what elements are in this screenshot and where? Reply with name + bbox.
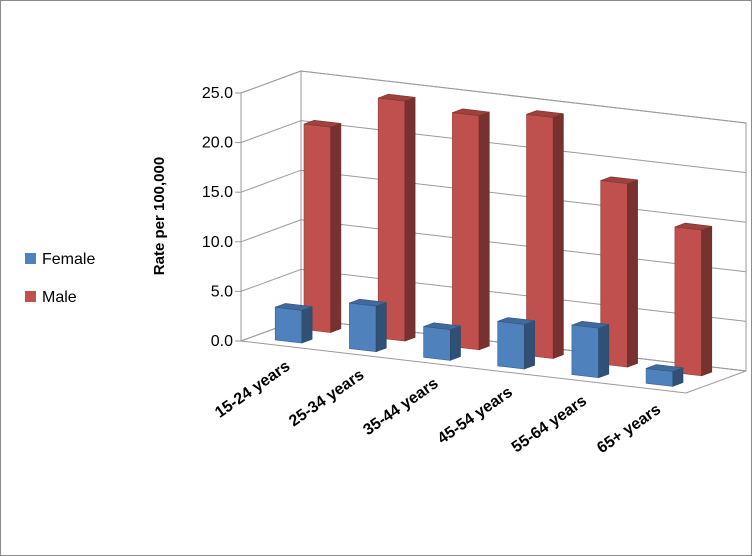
bar-female-6 [645, 364, 684, 387]
gridline [240, 169, 747, 223]
x-tick-label: 15-24 years [212, 358, 293, 422]
y-tick-label: 0.0 [211, 333, 233, 350]
legend-swatch [25, 291, 36, 302]
bar-female-3 [423, 322, 461, 361]
x-tick-label: 35-44 years [360, 375, 441, 439]
bar-male-2 [377, 93, 416, 342]
bar-male-4 [526, 110, 564, 359]
gridline [240, 120, 747, 174]
gridline [240, 268, 747, 322]
legend-swatch [25, 253, 36, 264]
x-tick-label: 55-64 years [509, 392, 590, 456]
x-tick-label: 65+ years [594, 401, 664, 457]
bars [274, 93, 713, 387]
y-tick-label: 5.0 [211, 283, 233, 300]
y-axis-label: Rate per 100,000 [151, 157, 168, 275]
y-tick-label: 20.0 [202, 135, 233, 152]
x-tick-label: 45-54 years [435, 384, 516, 448]
legend-item-female: Female [25, 251, 95, 268]
bar-male-1 [303, 119, 342, 333]
gridline [240, 219, 747, 273]
legend: Female Male [25, 251, 95, 306]
gridline [240, 70, 747, 124]
gridlines [235, 70, 747, 372]
legend-label: Male [42, 289, 77, 306]
side-wall [240, 70, 302, 342]
y-tick-label: 15.0 [202, 184, 233, 201]
bar-male-3 [452, 108, 490, 351]
y-tick-label: 10.0 [202, 234, 233, 251]
x-tick-label: 25-34 years [286, 366, 367, 430]
bar-female-4 [497, 317, 535, 370]
bar-female-1 [274, 303, 313, 344]
bar-female-2 [349, 298, 387, 353]
bar-male-6 [674, 222, 713, 377]
legend-item-male: Male [25, 289, 77, 306]
y-tick-labels: 0.0 5.0 10.0 15.0 20.0 25.0 [202, 85, 233, 350]
bar-female-5 [571, 320, 610, 379]
y-tick-label: 25.0 [202, 85, 233, 102]
legend-label: Female [42, 251, 95, 268]
bar-male-5 [600, 176, 638, 368]
